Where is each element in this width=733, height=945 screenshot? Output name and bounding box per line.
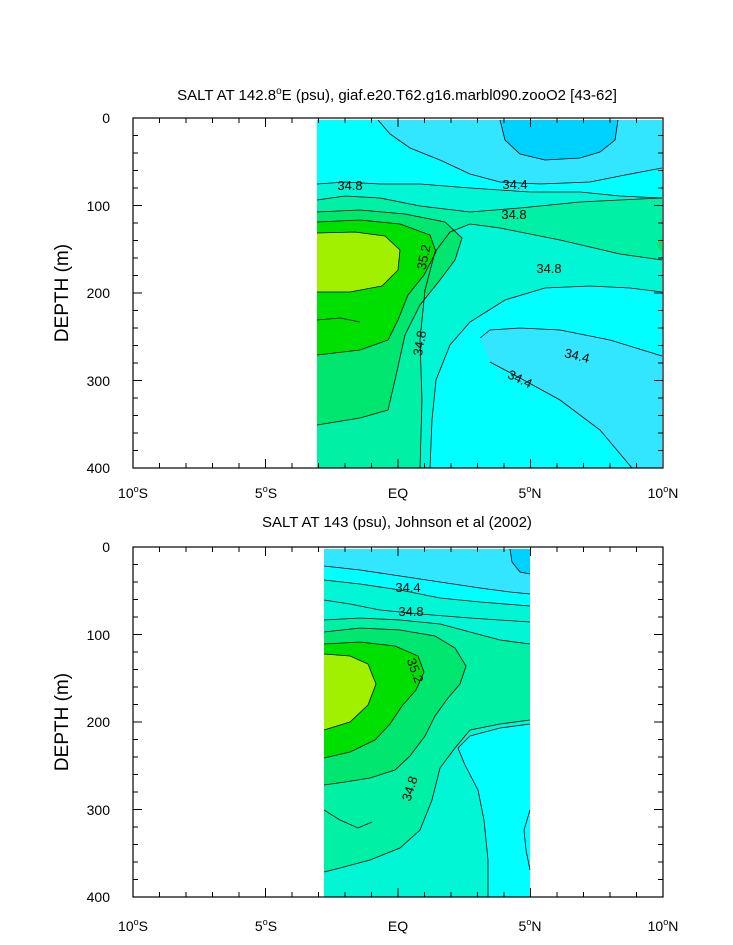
contour-line <box>323 809 373 829</box>
contour-line <box>479 327 663 357</box>
contour-line <box>323 719 531 873</box>
top-contour-fill <box>317 120 662 468</box>
y-tick-label: 100 <box>87 198 111 214</box>
fill-lt-34.2-upper <box>500 120 618 160</box>
fill-east-patch <box>656 238 662 252</box>
x-tick-label: 5oN <box>519 484 542 501</box>
contour-label: 34.8 <box>398 604 423 619</box>
x-tick-label: 10oN <box>648 484 679 501</box>
bottom-contour-lines <box>323 548 531 897</box>
bottom-contour-fill <box>324 549 530 897</box>
y-axis-label: DEPTH (m) <box>52 673 73 771</box>
contour-line <box>323 641 425 759</box>
contour-line <box>489 361 633 469</box>
contour-label: 34.4 <box>563 345 591 366</box>
x-tick-label: EQ <box>388 918 408 934</box>
bottom-contour-labels: 34.4 34.8 35.2 34.8 <box>395 580 426 803</box>
bottom-x-axis: 10oS 5oS EQ 5oN 10oN <box>118 917 678 934</box>
y-tick-label: 0 <box>102 539 110 555</box>
x-tick-label: 10oS <box>118 917 148 934</box>
contour-line <box>499 119 619 161</box>
contour-line <box>429 285 663 469</box>
y-tick-label: 300 <box>87 802 111 818</box>
fill-lt-34.2-upper <box>510 549 530 574</box>
contour-label: 34.4 <box>502 177 527 192</box>
y-tick-label: 300 <box>87 373 111 389</box>
top-panel-title: SALT AT 142.8oE (psu), giaf.e20.T62.g16.… <box>177 86 617 104</box>
x-tick-label: EQ <box>388 485 408 501</box>
contour-label: 34.8 <box>536 261 561 276</box>
y-tick-label: 400 <box>87 460 111 476</box>
bottom-y-axis: 0 100 200 300 400 DEPTH (m) <box>52 539 110 905</box>
contour-line <box>316 219 437 356</box>
contour-line <box>323 579 531 607</box>
top-panel: SALT AT 142.8oE (psu), giaf.e20.T62.g16.… <box>52 86 678 501</box>
y-axis-label: DEPTH (m) <box>52 244 73 342</box>
contour-line <box>316 231 401 293</box>
bottom-panel: SALT AT 143 (psu), Johnson et al (2002) <box>52 514 678 934</box>
y-tick-label: 400 <box>87 889 111 905</box>
top-x-axis: 10oS 5oS EQ 5oN 10oN <box>118 484 678 501</box>
fill-34.2-34.4-upper <box>324 549 530 594</box>
x-tick-label: 5oN <box>519 917 542 934</box>
y-tick-label: 200 <box>87 285 111 301</box>
contour-line <box>523 809 531 871</box>
x-tick-label: 10oN <box>648 917 679 934</box>
bottom-axis-ticks <box>132 546 664 898</box>
contour-line <box>323 565 531 595</box>
contour-label: 34.8 <box>501 207 526 222</box>
fill-gt-35.4 <box>324 654 376 730</box>
fill-gt-35.4 <box>317 232 400 292</box>
contour-label: 34.8 <box>399 774 421 803</box>
contour-line <box>316 209 463 426</box>
x-tick-label: 10oS <box>118 484 148 501</box>
contour-label: 35.2 <box>414 243 434 271</box>
x-tick-label: 5oS <box>255 484 277 501</box>
contour-label: 34.4 <box>395 580 420 595</box>
top-y-axis: 0 100 200 300 400 DEPTH (m) <box>52 110 110 476</box>
contour-label: 34.8 <box>337 178 362 193</box>
contour-line <box>316 195 663 213</box>
contour-line <box>323 599 531 623</box>
contour-line <box>509 548 531 575</box>
fill-34.2-34.4-deep <box>480 328 662 468</box>
contour-label: 34.8 <box>410 329 429 357</box>
x-tick-label: 5oS <box>255 917 277 934</box>
contour-line <box>377 119 663 185</box>
y-tick-label: 200 <box>87 714 111 730</box>
contour-line <box>316 317 361 323</box>
contour-line <box>419 223 663 469</box>
contour-line <box>316 181 663 199</box>
y-tick-label: 100 <box>87 627 111 643</box>
top-contour-lines <box>316 119 663 469</box>
contour-line <box>323 617 531 645</box>
contour-line <box>457 723 531 897</box>
fill-34.4-34.6-deep <box>458 724 530 897</box>
y-tick-label: 0 <box>102 110 110 126</box>
contour-line <box>323 627 467 786</box>
contour-line <box>323 653 377 731</box>
top-axis-ticks <box>132 117 664 469</box>
bottom-panel-title: SALT AT 143 (psu), Johnson et al (2002) <box>262 514 532 531</box>
